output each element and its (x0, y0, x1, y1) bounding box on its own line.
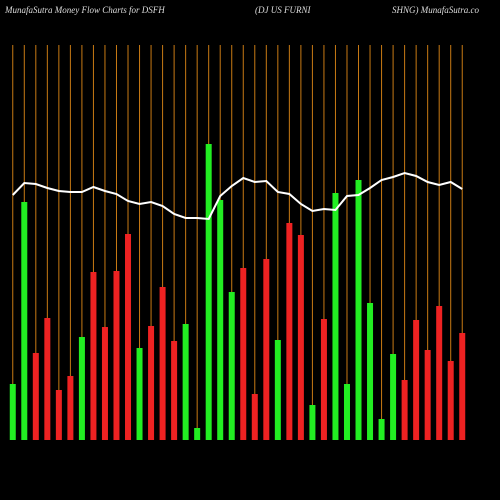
bar (78, 337, 85, 440)
bar (55, 390, 62, 440)
bar (413, 320, 420, 440)
bar (136, 348, 143, 440)
bar (343, 384, 350, 440)
bar (21, 202, 28, 440)
money-flow-line (12, 171, 463, 221)
bar (90, 272, 97, 440)
title: MunafaSutra Money Flow Charts for DSFH (4, 5, 165, 15)
bar (390, 354, 397, 440)
title: (DJ US FURNI (255, 5, 311, 15)
bar (228, 292, 235, 440)
bar (194, 428, 201, 440)
bar (101, 327, 108, 440)
bar (263, 259, 270, 440)
title: SHNG) MunafaSutra.co (392, 5, 479, 15)
bar (378, 419, 385, 440)
bar (205, 144, 212, 440)
bar (436, 306, 443, 440)
bar (447, 361, 454, 440)
bar (274, 340, 281, 440)
bar (459, 333, 466, 440)
bar (240, 268, 247, 440)
bar (367, 303, 374, 440)
bar (171, 341, 178, 440)
bar (297, 235, 304, 440)
bar (355, 180, 362, 440)
bar (32, 353, 39, 440)
bar (251, 394, 258, 440)
bar (159, 287, 166, 440)
bar (125, 234, 132, 440)
bar (332, 193, 339, 440)
bar (182, 324, 189, 440)
bar (401, 380, 408, 440)
bar (424, 350, 431, 440)
bar (320, 319, 327, 440)
bar (9, 384, 16, 440)
bar (113, 271, 120, 440)
bar (309, 405, 316, 440)
bar (44, 318, 51, 440)
bar (217, 200, 224, 440)
bar (67, 376, 74, 440)
bar (148, 326, 155, 440)
bar (286, 223, 293, 440)
